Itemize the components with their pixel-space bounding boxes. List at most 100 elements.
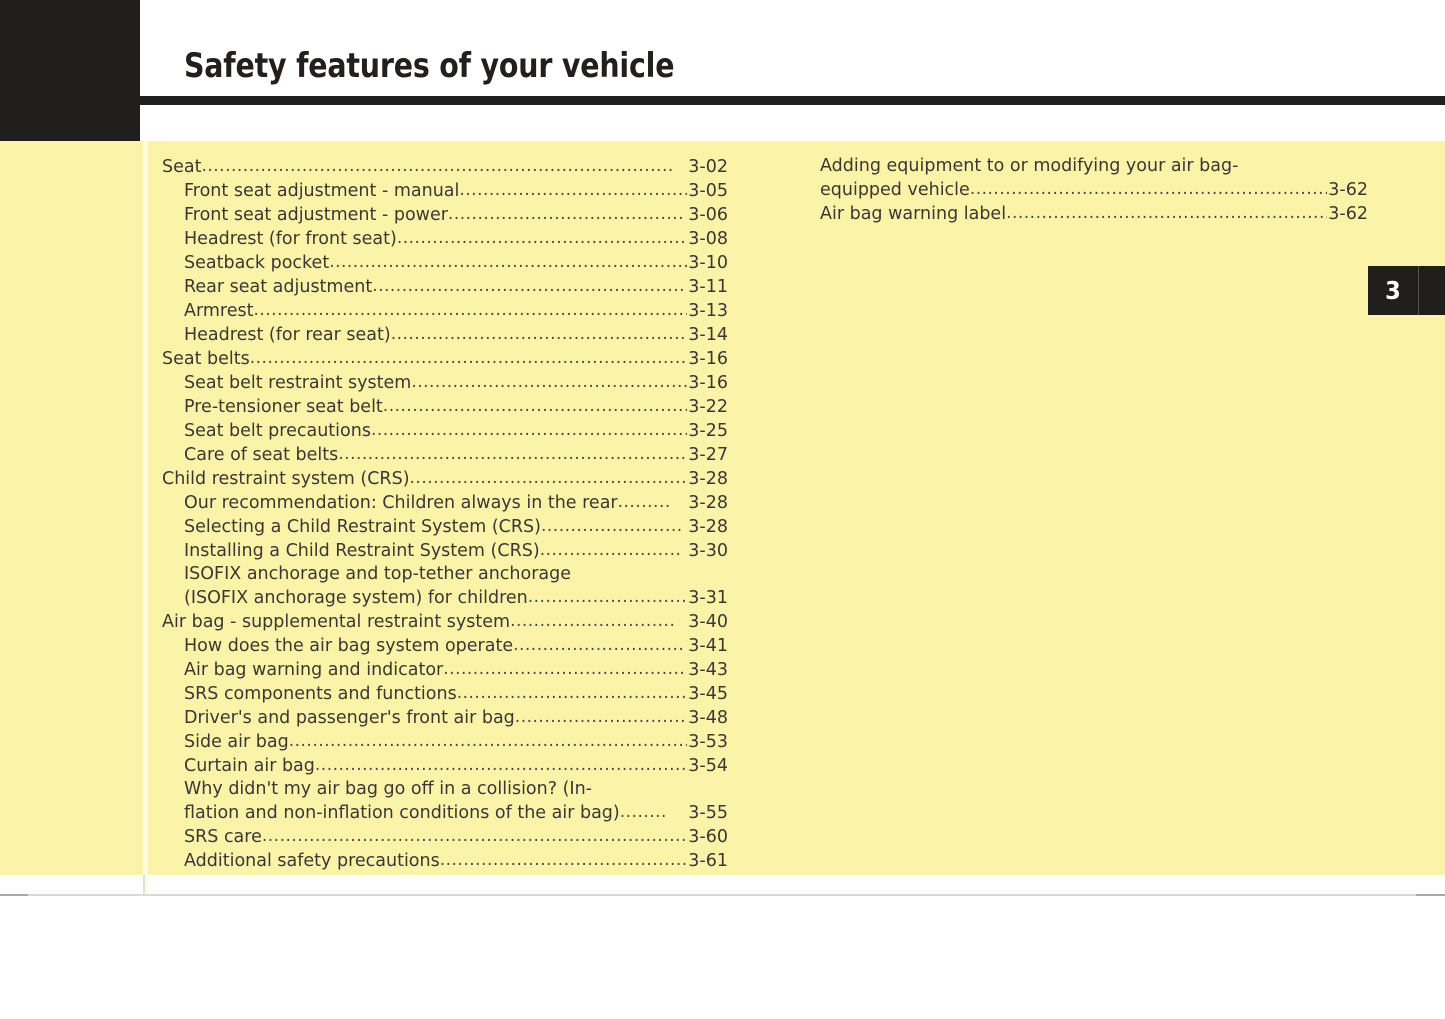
toc-panel bbox=[0, 141, 1445, 875]
toc-entry-leader: ........................................… bbox=[329, 252, 688, 272]
toc-entry[interactable]: Front seat adjustment - manual..........… bbox=[162, 179, 728, 203]
toc-entry-leader: ........................................… bbox=[443, 659, 688, 679]
toc-entry-title: Rear seat adjustment bbox=[184, 277, 373, 297]
toc-entry-leader: ........................................ bbox=[456, 683, 688, 703]
toc-entry-leader: ........................................… bbox=[390, 324, 688, 344]
toc-entry-title: (ISOFIX anchorage system) for children bbox=[184, 588, 528, 608]
toc-entry-page: 3-27 bbox=[688, 445, 728, 465]
toc-entry-leader: ........................................… bbox=[411, 372, 688, 392]
toc-entry[interactable]: Seat belt precautions...................… bbox=[162, 419, 728, 443]
toc-entry[interactable]: Seat belt restraint system..............… bbox=[162, 371, 728, 395]
toc-entry-page: 3-14 bbox=[688, 325, 728, 345]
toc-entry-leader: ........................................… bbox=[338, 444, 687, 464]
toc-entry[interactable]: Seat belts..............................… bbox=[162, 347, 728, 371]
toc-entry[interactable]: Rear seat adjustment....................… bbox=[162, 275, 728, 299]
toc-entry-leader: ........................................… bbox=[201, 156, 674, 176]
toc-entry[interactable]: Pre-tensioner seat belt.................… bbox=[162, 395, 728, 419]
toc-entry-page: 3-08 bbox=[688, 229, 728, 249]
toc-entry-title: Seat bbox=[162, 157, 202, 177]
toc-entry-leader: ........................................… bbox=[288, 731, 688, 751]
toc-entry-leader: ............................ bbox=[510, 611, 676, 631]
chapter-tab-divider bbox=[1418, 266, 1419, 315]
toc-entry[interactable]: Adding equipment to or modifying your ai… bbox=[820, 155, 1368, 178]
toc-entry-page: 3-28 bbox=[688, 469, 728, 489]
footer-rule bbox=[0, 894, 1445, 896]
title-divider-rule bbox=[140, 96, 1445, 105]
toc-entry-page: 3-53 bbox=[688, 732, 728, 752]
toc-entry-page: 3-54 bbox=[688, 756, 728, 776]
toc-entry-leader: ........................................… bbox=[382, 396, 688, 416]
chapter-header: Safety features of your vehicle bbox=[148, 0, 1445, 96]
toc-entry-title: Driver's and passenger's front air bag bbox=[184, 708, 515, 728]
footer-gutter-divider bbox=[143, 875, 145, 895]
toc-entry-leader: ....................................... bbox=[459, 180, 688, 200]
toc-entry[interactable]: Our recommendation: Children always in t… bbox=[162, 491, 728, 515]
toc-entry[interactable]: Headrest (for front seat)...............… bbox=[162, 227, 728, 251]
toc-entry[interactable]: Care of seat belts......................… bbox=[162, 443, 728, 467]
toc-entry-page: 3-48 bbox=[688, 708, 728, 728]
toc-entry-page: 3-28 bbox=[688, 517, 728, 537]
toc-entry[interactable]: flation and non-inflation conditions of … bbox=[162, 801, 728, 825]
toc-entry[interactable]: Air bag warning label...................… bbox=[820, 202, 1368, 226]
toc-entry[interactable]: SRS care................................… bbox=[162, 825, 728, 849]
toc-entry-page: 3-22 bbox=[688, 397, 728, 417]
toc-entry[interactable]: SRS components and functions............… bbox=[162, 682, 728, 706]
toc-entry-title: Seatback pocket bbox=[184, 253, 330, 273]
toc-entry-page: 3-02 bbox=[688, 157, 728, 177]
toc-entry[interactable]: Seat....................................… bbox=[162, 155, 728, 179]
toc-entry-leader: ........................................… bbox=[372, 276, 688, 296]
toc-entry[interactable]: ISOFIX anchorage and top-tether anchorag… bbox=[162, 563, 728, 586]
toc-entry-title: Air bag - supplemental restraint system bbox=[162, 612, 511, 632]
toc-entry-page: 3-16 bbox=[688, 349, 728, 369]
toc-entry[interactable]: Child restraint system (CRS)............… bbox=[162, 467, 728, 491]
toc-entry[interactable]: Side air bag............................… bbox=[162, 730, 728, 754]
toc-entry[interactable]: Selecting a Child Restraint System (CRS)… bbox=[162, 515, 728, 539]
toc-entry[interactable]: Air bag - supplemental restraint system.… bbox=[162, 610, 728, 634]
toc-entry-leader: ........................ bbox=[539, 540, 682, 560]
toc-entry[interactable]: Driver's and passenger's front air bag..… bbox=[162, 706, 728, 730]
toc-entry-page: 3-61 bbox=[688, 851, 728, 871]
toc-entry-leader: ........................................… bbox=[396, 228, 688, 248]
toc-entry-title: flation and non-inflation conditions of … bbox=[184, 803, 620, 823]
toc-entry-title: Why didn't my air bag go off in a collis… bbox=[184, 779, 592, 799]
footer-rule-cap-left bbox=[0, 894, 28, 896]
toc-entry[interactable]: Armrest.................................… bbox=[162, 299, 728, 323]
toc-entry-page: 3-10 bbox=[688, 253, 728, 273]
toc-entry-page: 3-13 bbox=[688, 301, 728, 321]
toc-entry-leader: ............................ bbox=[527, 587, 688, 607]
toc-entry[interactable]: Front seat adjustment - power...........… bbox=[162, 203, 728, 227]
toc-column-right: Adding equipment to or modifying your ai… bbox=[820, 155, 1368, 226]
toc-entry-title: Installing a Child Restraint System (CRS… bbox=[184, 541, 540, 561]
toc-entry-leader: ........................................… bbox=[314, 755, 688, 775]
toc-entry-title: How does the air bag system operate bbox=[184, 636, 514, 656]
toc-entry[interactable]: Additional safety precautions...........… bbox=[162, 849, 728, 873]
toc-entry-page: 3-55 bbox=[688, 803, 728, 823]
toc-entry-title: Seat belt precautions bbox=[184, 421, 371, 441]
toc-entry-leader: ............................. bbox=[514, 707, 687, 727]
toc-entry-title: Seat belts bbox=[162, 349, 250, 369]
toc-entry-title: Curtain air bag bbox=[184, 756, 315, 776]
toc-entry-title: Front seat adjustment - manual bbox=[184, 181, 460, 201]
toc-entry-title: Selecting a Child Restraint System (CRS) bbox=[184, 517, 541, 537]
toc-entry-title: equipped vehicle bbox=[820, 180, 970, 200]
toc-entry[interactable]: How does the air bag system operate.....… bbox=[162, 634, 728, 658]
toc-entry-page: 3-41 bbox=[688, 636, 728, 656]
toc-entry[interactable]: Why didn't my air bag go off in a collis… bbox=[162, 778, 728, 801]
toc-columns: Seat....................................… bbox=[148, 141, 1445, 875]
toc-entry-title: Pre-tensioner seat belt bbox=[184, 397, 383, 417]
toc-entry-page: 3-62 bbox=[1328, 180, 1368, 200]
toc-entry-page: 3-06 bbox=[688, 205, 728, 225]
toc-entry[interactable]: Headrest (for rear seat)................… bbox=[162, 323, 728, 347]
toc-entry-page: 3-43 bbox=[688, 660, 728, 680]
toc-entry-title: SRS care bbox=[184, 827, 262, 847]
toc-entry[interactable]: Seatback pocket.........................… bbox=[162, 251, 728, 275]
toc-entry[interactable]: Air bag warning and indicator...........… bbox=[162, 658, 728, 682]
toc-entry[interactable]: Installing a Child Restraint System (CRS… bbox=[162, 539, 728, 563]
toc-entry-page: 3-62 bbox=[1328, 204, 1368, 224]
toc-entry[interactable]: Curtain air bag.........................… bbox=[162, 754, 728, 778]
toc-entry-title: Front seat adjustment - power bbox=[184, 205, 448, 225]
toc-entry-page: 3-30 bbox=[688, 541, 728, 561]
toc-entry[interactable]: equipped vehicle........................… bbox=[820, 178, 1368, 202]
toc-entry[interactable]: (ISOFIX anchorage system) for children..… bbox=[162, 586, 728, 610]
